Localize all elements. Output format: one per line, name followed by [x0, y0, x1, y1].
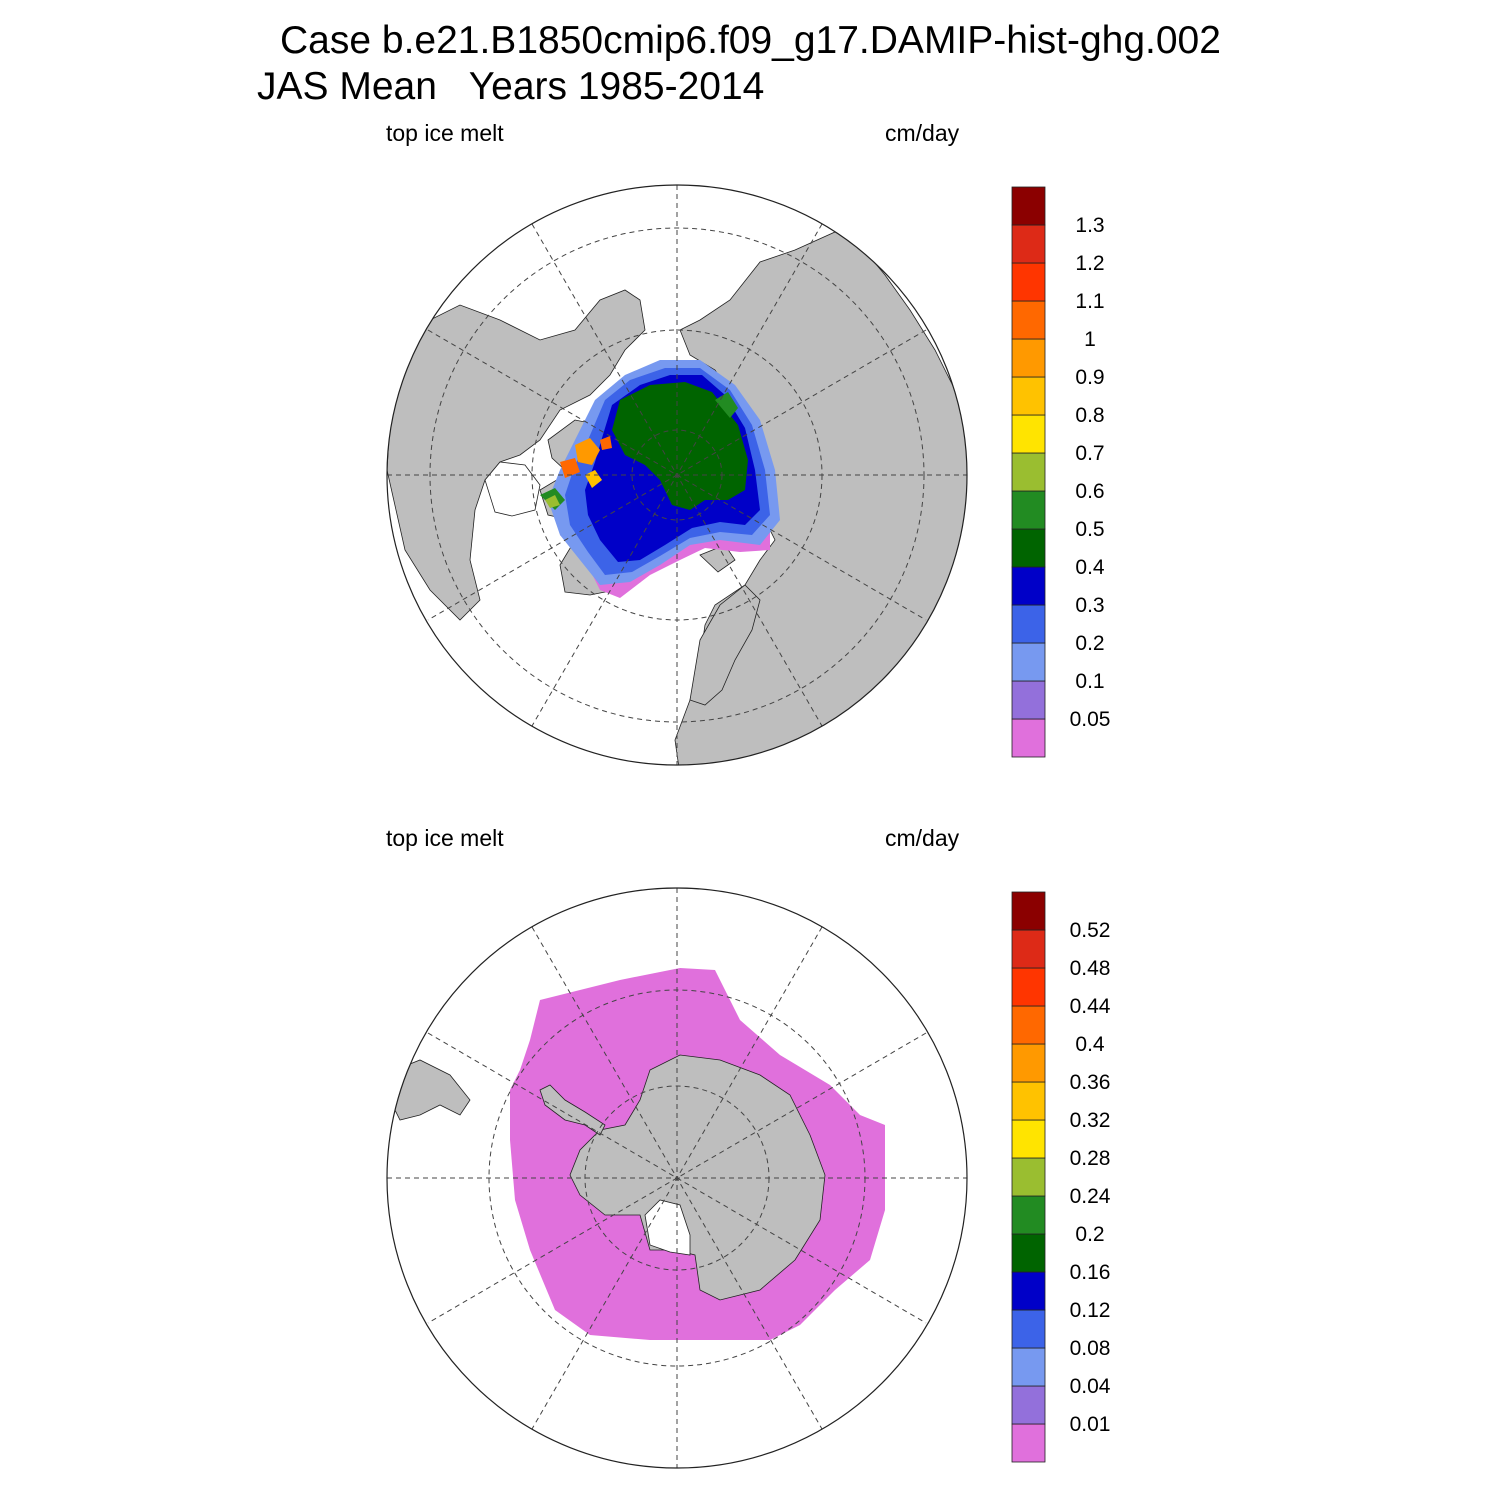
south-panel-units-label: cm/day — [885, 825, 960, 851]
colorbar-tick-label: 1 — [1084, 328, 1096, 351]
colorbar-swatch — [1011, 642, 1046, 682]
colorbar-swatch — [1011, 891, 1046, 931]
colorbar-tick-label: 0.8 — [1075, 404, 1104, 427]
colorbar-tick-label: 0.24 — [1070, 1185, 1111, 1208]
colorbar-swatch — [1011, 1005, 1046, 1045]
colorbar-tick-label: 0.6 — [1075, 480, 1104, 503]
colorbar-swatch — [1011, 262, 1046, 302]
scandinavia-landmass — [689, 584, 761, 706]
colorbar-swatch — [1011, 566, 1046, 606]
colorbar-tick-label: 0.08 — [1070, 1337, 1111, 1360]
colorbar-tick-label: 0.4 — [1075, 1033, 1105, 1056]
colorbar-swatch — [1011, 1157, 1046, 1197]
colorbar-tick-label: 1.2 — [1075, 252, 1104, 275]
colorbar-swatch — [1011, 1347, 1046, 1387]
north-panel-units-label: cm/day — [885, 120, 960, 146]
north-ice-darkgreen — [612, 382, 748, 510]
colorbar-swatch — [1011, 490, 1046, 530]
colorbar-swatch — [1011, 1043, 1046, 1083]
north-panel-left-label: top ice melt — [386, 120, 504, 146]
colorbar-swatch — [1011, 604, 1046, 644]
colorbar-tick-label: 0.05 — [1070, 708, 1111, 731]
colorbar-swatch — [1011, 1385, 1046, 1425]
colorbar-swatch — [1011, 338, 1046, 378]
colorbar-tick-label: 0.5 — [1075, 518, 1104, 541]
colorbar-swatch — [1011, 300, 1046, 340]
colorbar-tick-label: 0.36 — [1070, 1071, 1111, 1094]
north-ice-orange — [575, 438, 600, 465]
colorbar-swatch — [1011, 186, 1046, 226]
colorbar-tick-label: 0.12 — [1070, 1299, 1111, 1322]
colorbar-swatch — [1011, 1271, 1046, 1311]
colorbar-tick-label: 0.2 — [1075, 1223, 1104, 1246]
figure-title-case: Case b.e21.B1850cmip6.f09_g17.DAMIP-hist… — [280, 19, 1221, 62]
colorbar-swatch — [1011, 1119, 1046, 1159]
colorbar-tick-label: 1.3 — [1075, 214, 1104, 237]
north-colorbar: 0.05 0.1 0.2 0.3 0.4 0.5 0.6 0.7 0.8 0.9 1 1.1 1.2 1.… — [1011, 186, 1111, 758]
colorbar-swatch — [1011, 929, 1046, 969]
antarctic-peninsula — [539, 1084, 606, 1136]
colorbar-tick-label: 0.3 — [1075, 594, 1104, 617]
colorbar-swatch — [1011, 967, 1046, 1007]
colorbar-tick-label: 0.28 — [1070, 1147, 1111, 1170]
colorbar-swatch — [1011, 1195, 1046, 1235]
colorbar-swatch — [1011, 680, 1046, 720]
colorbar-swatch — [1011, 1423, 1046, 1463]
colorbar-swatch — [1011, 1309, 1046, 1349]
colorbar-swatch — [1011, 1081, 1046, 1121]
colorbar-tick-label: 0.7 — [1075, 442, 1104, 465]
colorbar-tick-label: 0.01 — [1070, 1413, 1111, 1436]
colorbar-tick-label: 0.4 — [1075, 556, 1105, 579]
colorbar-swatch — [1011, 414, 1046, 454]
colorbar-tick-label: 0.52 — [1070, 919, 1111, 942]
north-ice-darkorange — [560, 436, 612, 478]
colorbar-tick-label: 0.48 — [1070, 957, 1111, 980]
south-colorbar: 0.01 0.04 0.08 0.12 0.16 0.2 0.24 0.28 0.32 0.36 0… — [1011, 891, 1111, 1463]
colorbar-tick-label: 0.2 — [1075, 632, 1104, 655]
colorbar-swatch — [1011, 528, 1046, 568]
colorbar-tick-label: 0.16 — [1070, 1261, 1111, 1284]
colorbar-swatch — [1011, 718, 1046, 758]
north-america-landmass — [387, 289, 646, 621]
colorbar-swatch — [1011, 1233, 1046, 1273]
colorbar-tick-label: 1.1 — [1075, 290, 1104, 313]
figure-title-period: JAS Mean Years 1985-2014 — [257, 65, 765, 108]
colorbar-tick-label: 0.44 — [1070, 995, 1111, 1018]
north-polar-map — [386, 184, 968, 766]
colorbar-swatch — [1011, 452, 1046, 492]
north-ice-lightgreen — [545, 495, 560, 508]
south-polar-map — [386, 887, 968, 1469]
colorbar-tick-label: 0.1 — [1075, 670, 1104, 693]
colorbar-tick-label: 0.32 — [1070, 1109, 1111, 1132]
south-panel-left-label: top ice melt — [386, 825, 504, 851]
colorbar-swatch — [1011, 224, 1046, 264]
colorbar-tick-label: 0.04 — [1070, 1375, 1111, 1398]
colorbar-tick-label: 0.9 — [1075, 366, 1104, 389]
colorbar-swatch — [1011, 376, 1046, 416]
